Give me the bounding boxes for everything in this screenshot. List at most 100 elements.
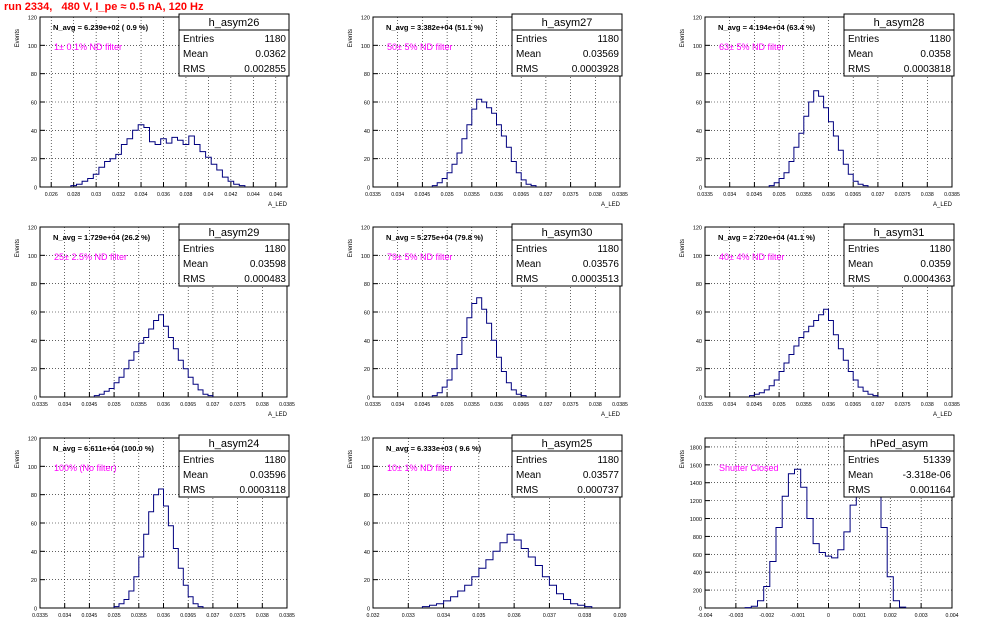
stat-value: 1180 [597, 455, 619, 466]
x-tick-label: 0.042 [224, 192, 237, 198]
navg-label: N_avg = 3.382e+04 (51.1 %) [386, 23, 484, 32]
y-tick-label: 120 [28, 226, 37, 232]
histogram-series [431, 98, 537, 187]
x-tick-label: 0.034 [437, 613, 450, 619]
x-tick-label: 0.034 [391, 402, 404, 408]
y-tick-label: 1400 [690, 481, 702, 487]
stat-value: 0.0004363 [904, 274, 952, 285]
x-tick-label: 0.0365 [180, 402, 196, 408]
x-tick-label: -0.001 [790, 613, 805, 619]
x-tick-label: 0.0365 [513, 402, 529, 408]
filter-label: 40± 4% ND filter [719, 252, 784, 262]
filter-label: 10± 1% ND filter [387, 463, 452, 473]
x-tick-label: 0.0385 [279, 402, 295, 408]
filter-label: 1± 0.1% ND filter [54, 42, 122, 52]
x-tick-label: 0.0375 [230, 613, 246, 619]
x-tick-label: 0.0345 [746, 192, 762, 198]
x-tick-label: 0.0335 [697, 402, 713, 408]
x-tick-label: 0.035 [441, 192, 454, 198]
y-tick-label: 120 [361, 16, 370, 22]
histogram-panel-h_asym29: 0 20 40 60 80 100 120 0.0335 0.034 0.0345 0.035 0.0… [15, 223, 295, 418]
x-tick-label: 0.035 [773, 192, 786, 198]
stat-value: 0.0003928 [572, 64, 620, 75]
stat-value: 0.03596 [250, 470, 287, 481]
x-axis-title: A_LED [268, 202, 288, 208]
stat-value: 1180 [929, 244, 951, 255]
histogram-series [768, 90, 869, 187]
x-axis-title: A_LED [933, 412, 953, 418]
y-tick-label: 60 [31, 101, 37, 107]
x-tick-label: 0.035 [472, 613, 485, 619]
x-tick-label: 0.034 [58, 613, 71, 619]
y-tick-label: 1000 [690, 517, 702, 523]
y-tick-label: 1600 [690, 463, 702, 469]
y-tick-label: 40 [696, 339, 702, 345]
stats-box [843, 13, 955, 77]
histogram-panel-h_asym30: 0 20 40 60 80 100 120 0.0335 0.034 0.0345 0.035 0.0… [348, 223, 628, 418]
histogram-panel-h_asym26: 0 20 40 60 80 100 120 0.026 0.028 0.03 0.032 0.034 0… [15, 13, 290, 208]
x-tick-label: 0.035 [108, 402, 121, 408]
x-tick-label: 0.046 [269, 192, 282, 198]
y-tick-label: 40 [364, 339, 370, 345]
x-tick-label: 0.038 [921, 192, 934, 198]
filter-label: 50± 5% ND filter [387, 42, 452, 52]
y-tick-label: 80 [31, 493, 37, 499]
x-tick-label: 0.033 [402, 613, 415, 619]
y-tick-label: 60 [31, 522, 37, 528]
stat-value: 51339 [923, 455, 951, 466]
stat-label: Entries [848, 34, 879, 45]
y-axis-title: Events [680, 239, 686, 257]
y-tick-label: 0 [34, 396, 37, 402]
y-tick-label: 60 [364, 311, 370, 317]
x-axis-title: A_LED [601, 412, 621, 418]
x-tick-label: 0.038 [256, 402, 269, 408]
x-tick-label: 0.036 [157, 613, 170, 619]
y-tick-label: 80 [31, 282, 37, 288]
y-tick-label: 120 [361, 226, 370, 232]
stat-value: 1180 [264, 455, 286, 466]
stat-label: Mean [848, 259, 873, 270]
stat-value: 1180 [264, 244, 286, 255]
x-axis-title: A_LED [933, 202, 953, 208]
x-tick-label: -0.004 [698, 613, 713, 619]
stat-value: 1180 [597, 244, 619, 255]
stats-box [511, 434, 623, 498]
stat-label: Entries [516, 34, 547, 45]
x-tick-label: -0.003 [729, 613, 744, 619]
stat-label: Mean [183, 259, 208, 270]
x-tick-label: 0.0365 [180, 613, 196, 619]
x-tick-label: 0.035 [441, 402, 454, 408]
x-tick-label: -0.002 [759, 613, 774, 619]
stat-label: RMS [516, 274, 539, 285]
stat-value: 0.001164 [910, 485, 951, 496]
y-tick-label: 100 [361, 465, 370, 471]
stats-box [178, 13, 290, 77]
y-tick-label: 40 [364, 129, 370, 135]
stats-box [178, 434, 290, 498]
navg-label: N_avg = 1.729e+04 (26.2 %) [53, 233, 151, 242]
y-tick-label: 40 [364, 550, 370, 556]
stat-label: Entries [516, 455, 547, 466]
y-tick-label: 80 [364, 72, 370, 78]
navg-label: N_avg = 6.333e+03 ( 9.6 %) [386, 444, 482, 453]
y-tick-label: 800 [693, 535, 702, 541]
y-tick-label: 60 [31, 311, 37, 317]
x-tick-label: 0.034 [723, 192, 736, 198]
x-tick-label: 0.038 [589, 192, 602, 198]
x-tick-label: 0.036 [157, 402, 170, 408]
x-tick-label: 0.0335 [365, 402, 381, 408]
stat-value: 0.0003118 [239, 485, 286, 496]
x-tick-label: 0.0335 [365, 192, 381, 198]
y-tick-label: 20 [696, 157, 702, 163]
stat-value: 0.0362 [255, 49, 286, 60]
histogram-panel-h_asym25: 0 20 40 60 80 100 120 0.032 0.033 0.034 0.035 0.036… [348, 434, 627, 619]
stat-label: Mean [183, 49, 208, 60]
x-tick-label: 0.0375 [895, 192, 911, 198]
y-tick-label: 20 [364, 578, 370, 584]
y-tick-label: 100 [28, 44, 37, 50]
y-tick-label: 100 [693, 254, 702, 260]
stat-label: RMS [183, 485, 206, 496]
histogram-series [431, 297, 527, 397]
stat-label: RMS [848, 485, 871, 496]
stat-label: Mean [848, 470, 873, 481]
